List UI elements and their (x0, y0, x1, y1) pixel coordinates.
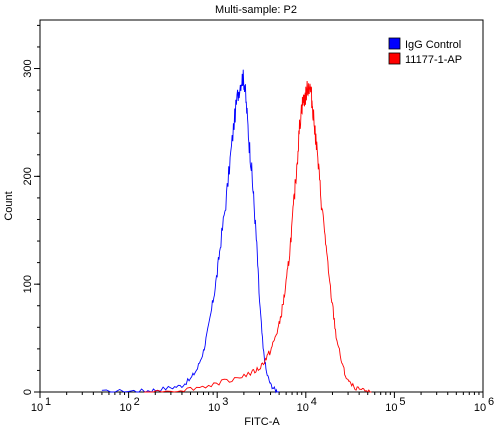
y-axis-label: Count (3, 191, 15, 220)
x-tick-label: 10 (474, 402, 486, 414)
x-tick-label: 10 (208, 402, 220, 414)
y-tick-label: 300 (22, 59, 34, 77)
x-tick-exponent: 3 (222, 396, 228, 408)
x-axis-label: FITC-A (244, 416, 280, 428)
plot-frame (39, 19, 484, 393)
y-tick-label: 100 (22, 275, 34, 293)
x-tick-exponent: 1 (45, 396, 51, 408)
x-tick-exponent: 4 (311, 396, 317, 408)
x-tick-label: 10 (119, 402, 131, 414)
x-tick-exponent: 6 (488, 396, 494, 408)
legend: IgG Control 11177-1-AP (388, 37, 462, 66)
y-tick-label: 200 (22, 167, 34, 185)
legend-swatch (388, 52, 401, 65)
series-layer (101, 69, 372, 394)
x-tick-exponent: 2 (134, 396, 140, 408)
x-tick-label: 10 (31, 402, 43, 414)
chart-title: Multi-sample: P2 (215, 4, 297, 16)
series-line-2 (144, 80, 372, 393)
legend-label: 11177-1-AP (405, 54, 462, 66)
y-tick-label: 0 (22, 389, 34, 395)
legend-swatch (388, 37, 401, 50)
legend-label: IgG Control (405, 39, 461, 51)
series-line-1 (101, 69, 280, 394)
x-tick-exponent: 5 (399, 396, 405, 408)
x-tick-label: 10 (385, 402, 397, 414)
x-axis: 10 1 10 2 10 3 10 4 10 5 10 6 (31, 392, 494, 414)
x-tick-label: 10 (297, 402, 309, 414)
y-axis: 0 100 200 300 (22, 24, 40, 395)
